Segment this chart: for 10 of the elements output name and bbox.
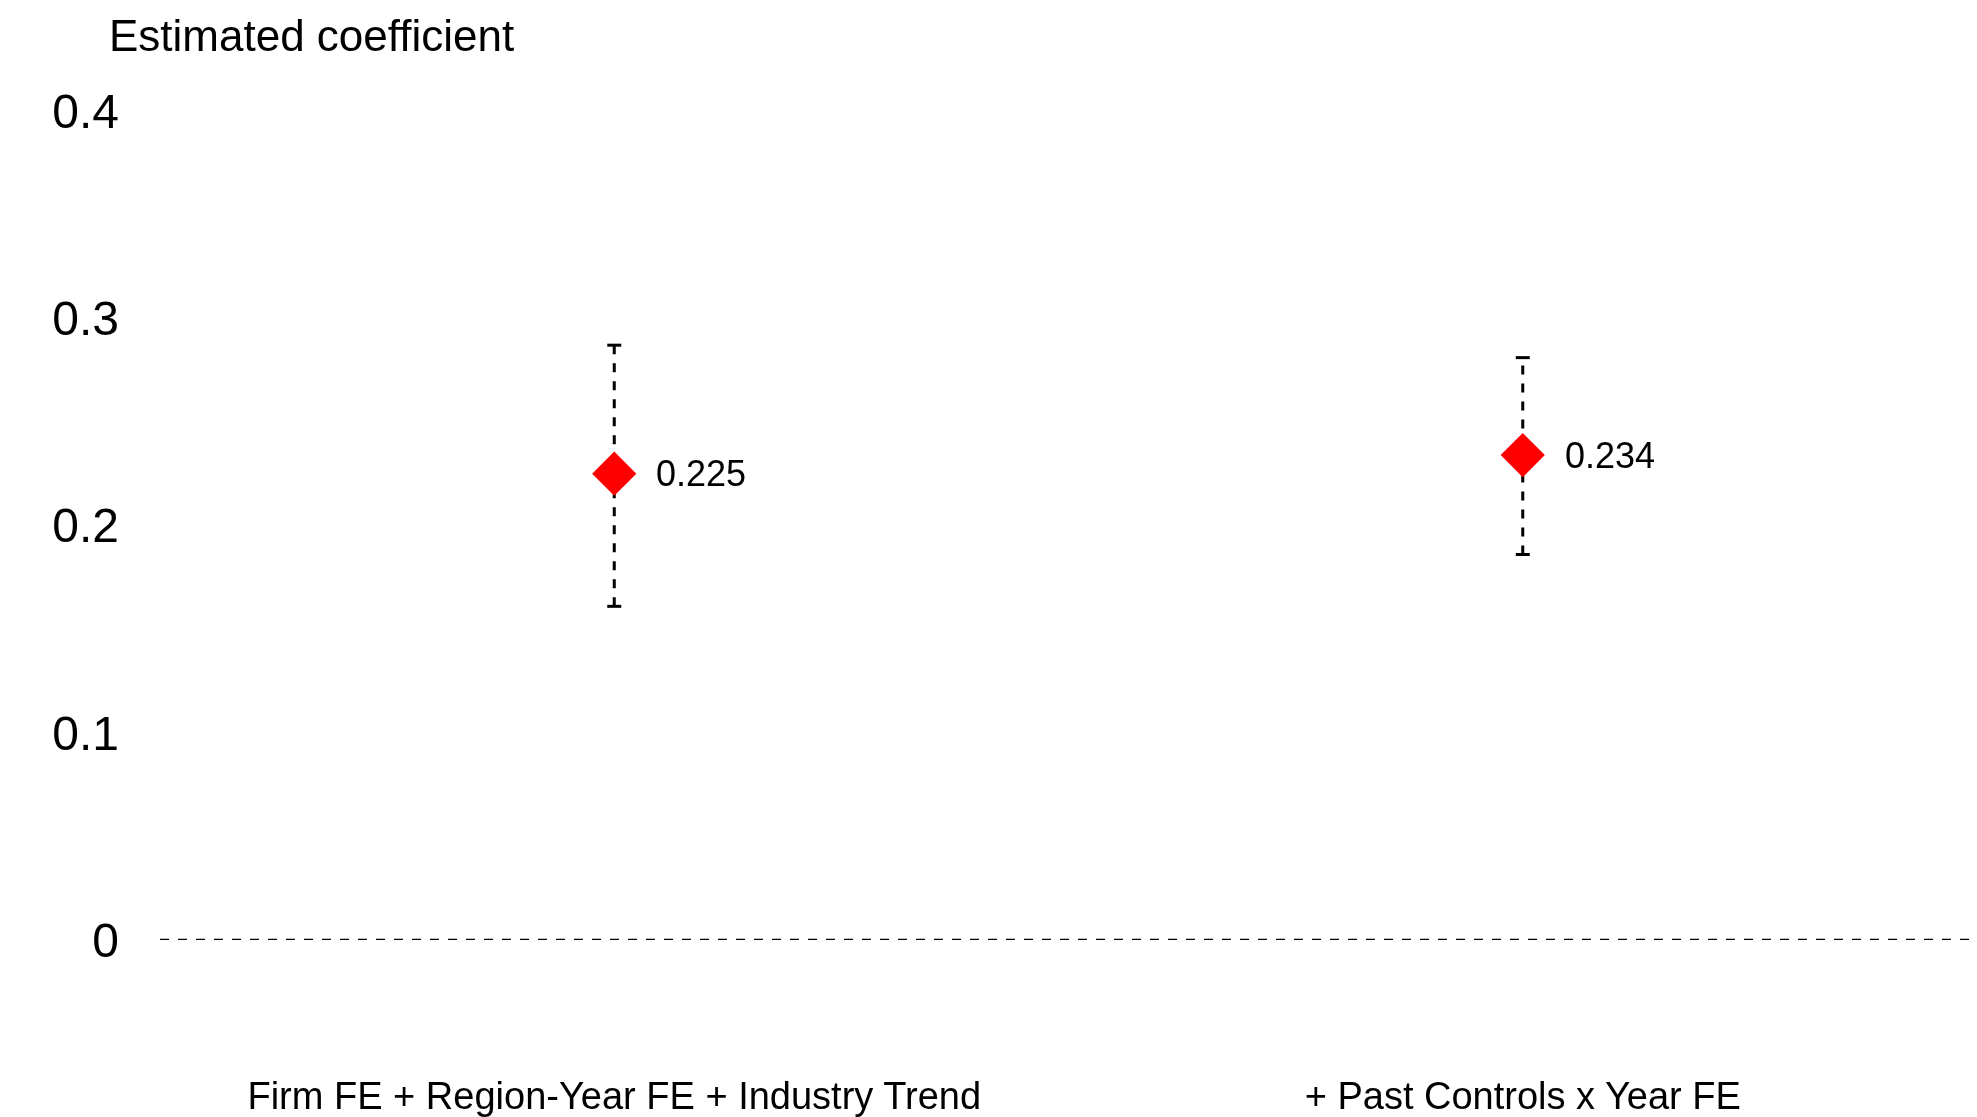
y-tick-label: 0.1	[52, 706, 119, 760]
x-tick-label: + Past Controls x Year FE	[1304, 1075, 1741, 1117]
y-tick-label: 0.3	[52, 292, 119, 346]
data-label: 0.234	[1565, 435, 1656, 476]
y-tick-label: 0.4	[52, 84, 119, 138]
y-tick-label: 0	[92, 913, 119, 967]
y-axis-title: Estimated coefficient	[109, 11, 515, 60]
y-tick-label: 0.2	[52, 499, 119, 553]
data-label: 0.225	[656, 453, 747, 494]
x-tick-label: Firm FE + Region-Year FE + Industry Trend	[247, 1075, 982, 1117]
